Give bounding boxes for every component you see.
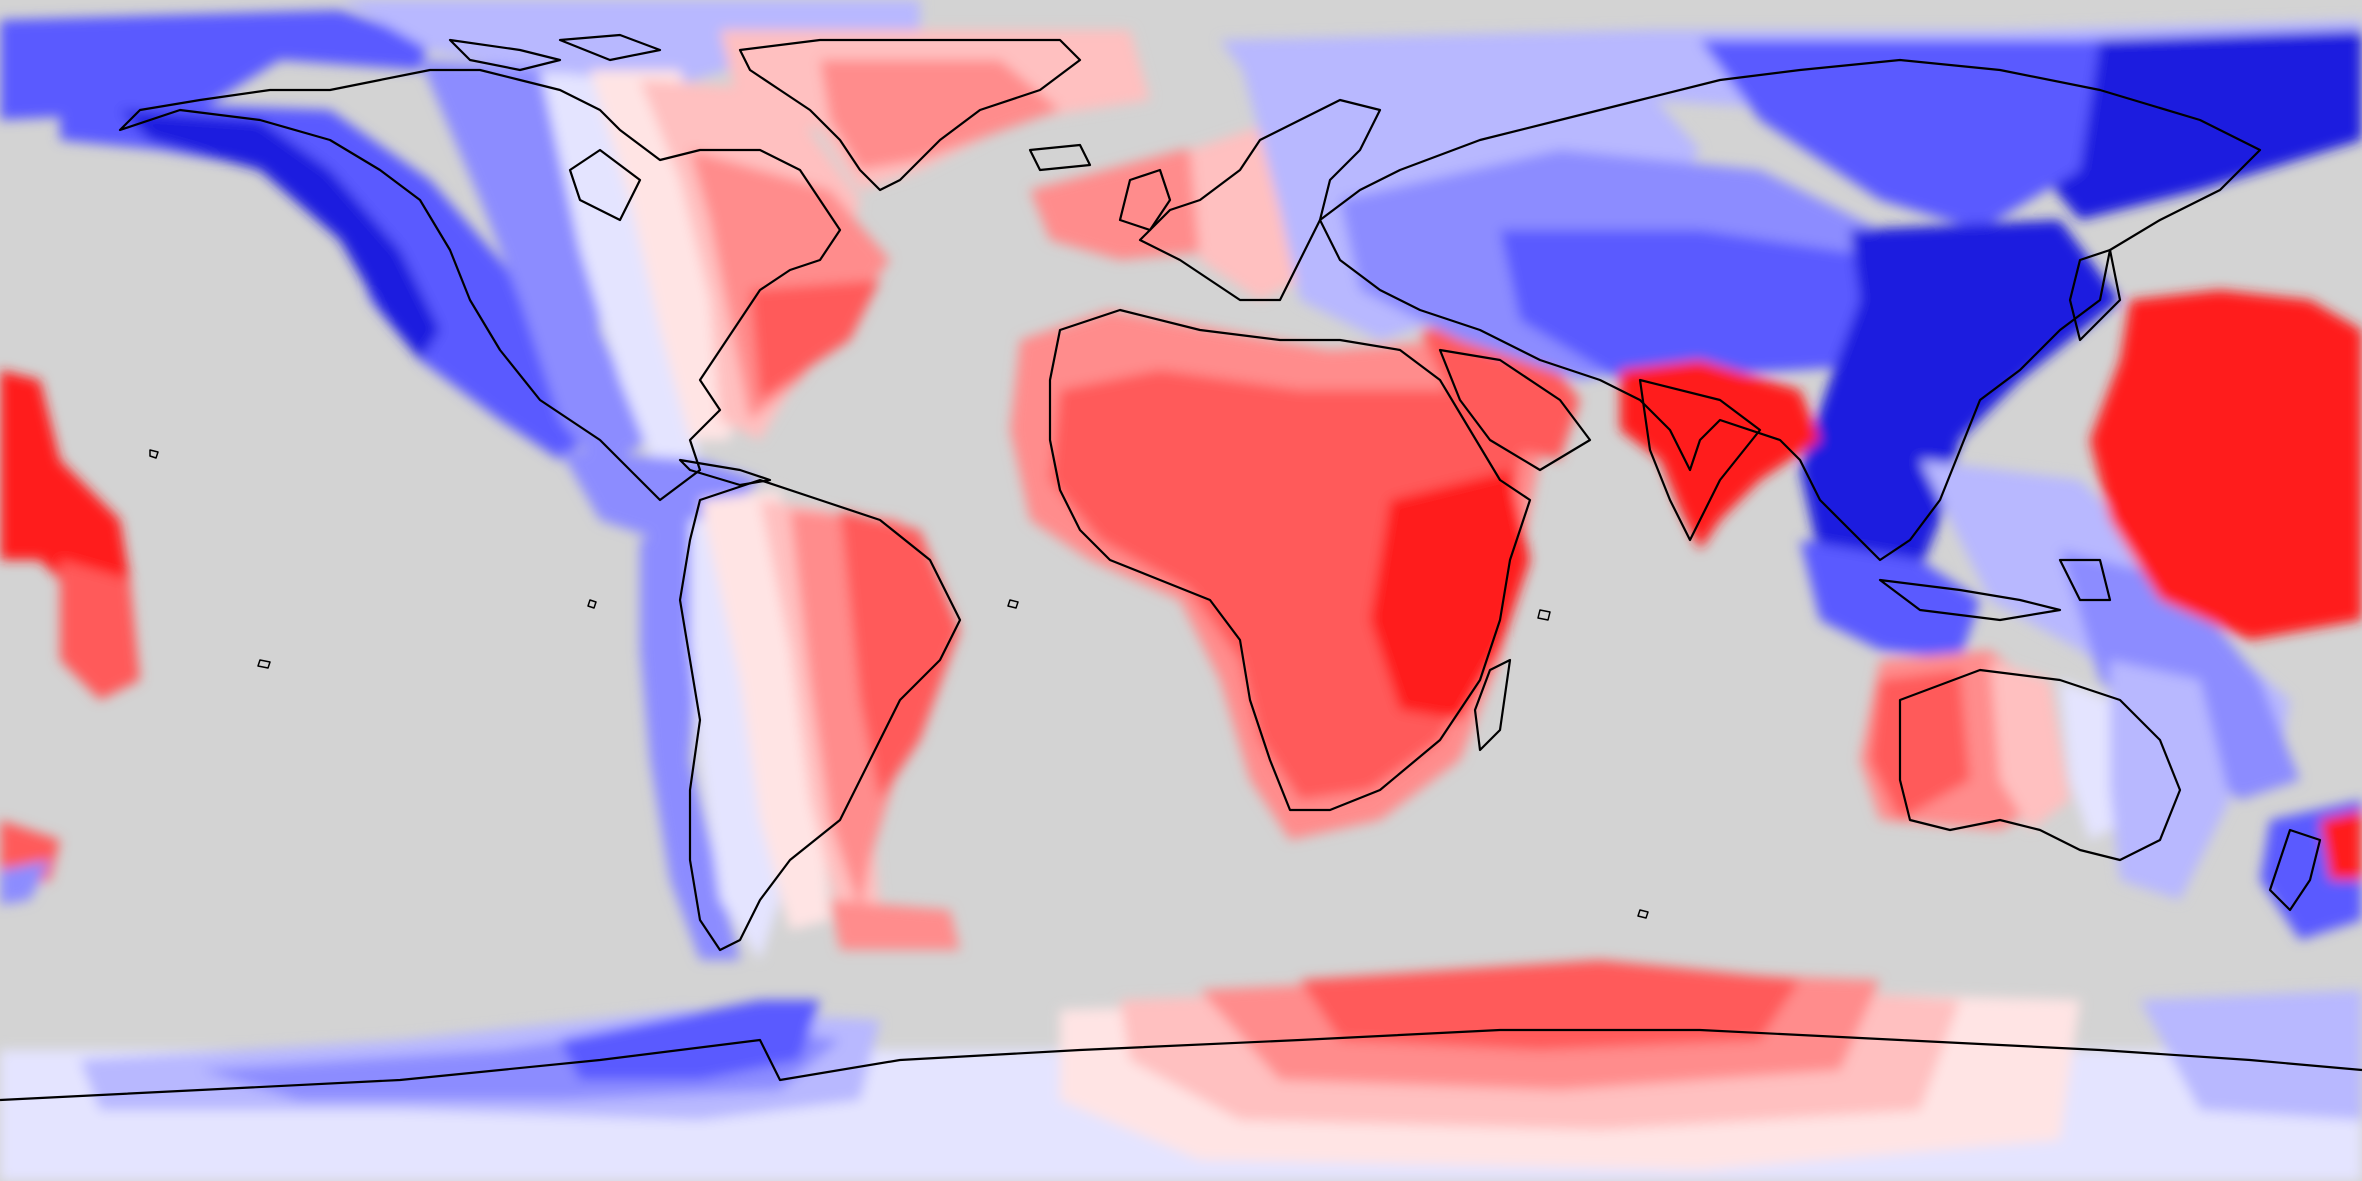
east-asia-strong: [1800, 220, 2120, 640]
arctic-siberia-mid: [1700, 40, 2100, 230]
coast-madagascar: [1473, 658, 1512, 752]
india-strong: [1620, 360, 1820, 550]
australia-pale: [1990, 660, 2070, 830]
maritime-blue: [2060, 550, 2300, 800]
coast-arabia: [1438, 348, 1592, 472]
nw-pacific-strong: [2090, 290, 2362, 640]
coast-north-america: [118, 68, 842, 502]
coast-new-zealand: [2268, 828, 2322, 912]
coast-asia: [1318, 58, 2262, 562]
sa-west-blue: [640, 520, 740, 960]
coast-islands: [149, 449, 1649, 919]
sa-south-red: [830, 900, 960, 950]
sa-blush: [700, 490, 830, 930]
coast-africa: [1048, 308, 1532, 812]
antarctica-west-deep: [560, 1000, 820, 1080]
new-zealand-red: [2320, 810, 2362, 880]
na-central-pale: [540, 70, 700, 480]
coast-europe: [1138, 98, 1382, 302]
coast-antarctica: [0, 1028, 2362, 1102]
na-west-blue: [60, 100, 600, 460]
arctic-band-blue: [0, 10, 430, 120]
arctic-band-pale: [340, 0, 920, 90]
na-west-strong: [120, 110, 440, 360]
central-pacific-strong: [0, 370, 130, 600]
sa-west-pale: [690, 510, 780, 960]
south-pacific-blue: [0, 860, 50, 905]
na-east-light: [690, 150, 890, 420]
coastlines: [0, 33, 2362, 1102]
na-central-light: [420, 60, 650, 470]
arctic-siberia-deep: [2030, 30, 2362, 220]
coast-britain: [1118, 168, 1172, 232]
coast-india: [1638, 378, 1762, 542]
greenland-light: [820, 60, 1060, 170]
australia-mid: [1870, 670, 1970, 820]
africa-east-strong: [1370, 470, 1530, 720]
antarctica-east-mid: [1300, 960, 1800, 1050]
antarctica-far-east-blue: [2140, 990, 2362, 1120]
coast-japan: [2068, 248, 2122, 342]
coast-indonesia: [1878, 558, 2112, 622]
coast-south-america: [678, 478, 962, 952]
na-east-mid: [750, 280, 880, 400]
coast-iceland: [1028, 143, 1092, 172]
coast-hudson-bay: [568, 148, 642, 222]
se-asia-mid: [1800, 540, 1980, 660]
sa-mid: [840, 510, 960, 800]
central-pacific-mid: [60, 560, 140, 700]
coast-arctic-islands: [448, 33, 662, 72]
coast-australia: [1898, 668, 2182, 862]
coast-greenland: [738, 38, 1082, 192]
